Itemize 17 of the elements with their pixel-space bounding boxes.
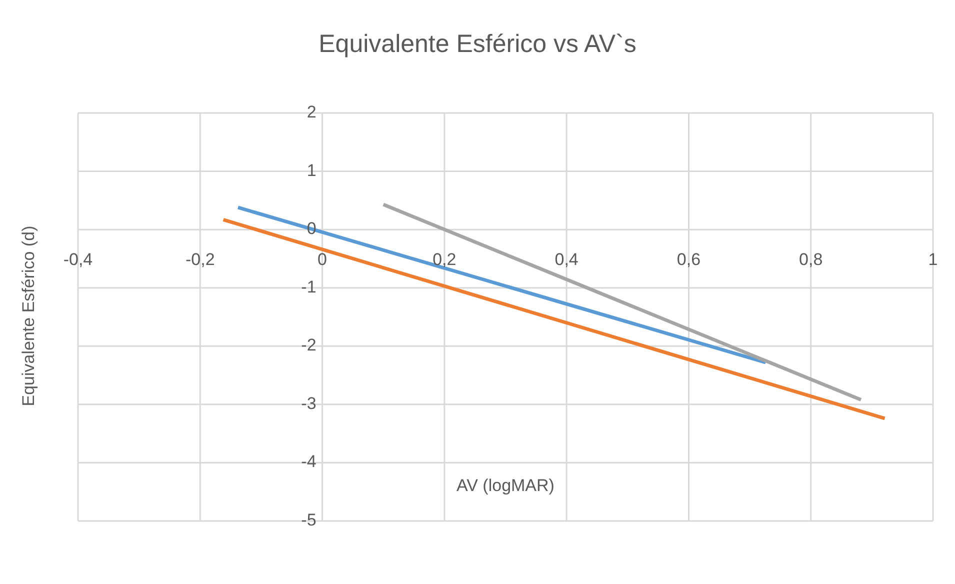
x-tick-label: -0,4: [63, 250, 93, 270]
y-tick-label: -2: [301, 336, 316, 355]
y-tick-label: -4: [301, 452, 316, 472]
x-tick-label: 1: [928, 250, 938, 270]
y-tick-label: -5: [301, 510, 316, 530]
x-tick-label: 0,4: [554, 250, 578, 270]
y-axis-title: Equivalente Esférico (d): [19, 224, 39, 408]
y-tick-label: 2: [306, 102, 316, 122]
x-tick-label: 0,2: [432, 250, 456, 270]
x-tick-label: -0,2: [185, 250, 215, 270]
y-tick-label: -1: [301, 277, 316, 296]
x-tick-label: 0,6: [676, 250, 701, 270]
x-axis-title: AV (logMAR): [456, 476, 556, 496]
chart-title: Equivalente Esférico vs AV`s: [318, 30, 638, 59]
y-tick-label: 1: [306, 160, 316, 180]
x-tick-label: 0,8: [799, 250, 823, 270]
y-tick-label: -3: [301, 394, 316, 413]
